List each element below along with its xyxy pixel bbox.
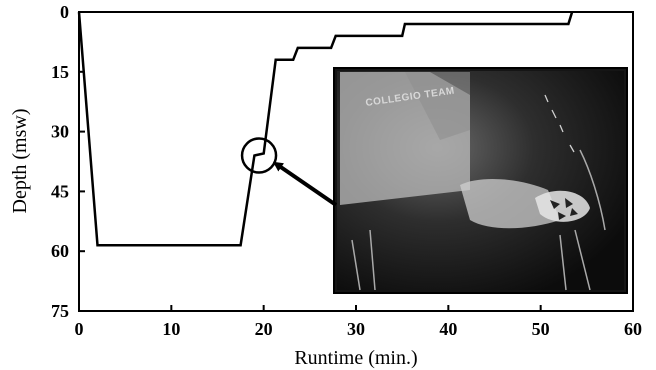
annotation	[240, 137, 338, 207]
y-tick-label: 60	[51, 241, 69, 261]
neck-shape	[405, 72, 470, 140]
y-tick-label: 30	[51, 122, 69, 142]
x-tick-label: 30	[347, 319, 365, 339]
x-axis-title: Runtime (min.)	[294, 347, 417, 369]
y-tick-label: 0	[60, 2, 69, 22]
highlight-circle	[240, 137, 278, 174]
x-tick-label: 60	[624, 319, 642, 339]
knot-pattern	[550, 198, 578, 220]
x-axis: 0 10 20 30 40 50 60	[75, 305, 642, 339]
x-tick-label: 20	[255, 319, 273, 339]
annotation-arrow	[272, 161, 338, 207]
y-axis: 0 15 30 45 60 75	[51, 2, 85, 321]
x-tick-label: 40	[439, 319, 457, 339]
dive-profile	[77, 11, 574, 247]
y-axis-title: Depth (msw)	[9, 109, 31, 214]
y-tick-label: 15	[51, 62, 69, 82]
inset-photo: COLLEGIO TEAM	[333, 67, 628, 294]
y-tick-label: 75	[51, 301, 69, 321]
x-tick-label: 0	[75, 319, 84, 339]
x-tick-label: 10	[162, 319, 180, 339]
rope-lines	[351, 149, 606, 291]
hands-shape	[460, 178, 560, 229]
depth-profile-line	[77, 11, 574, 247]
x-tick-label: 50	[532, 319, 550, 339]
rope-highlights	[544, 94, 575, 153]
y-tick-label: 45	[51, 181, 69, 201]
